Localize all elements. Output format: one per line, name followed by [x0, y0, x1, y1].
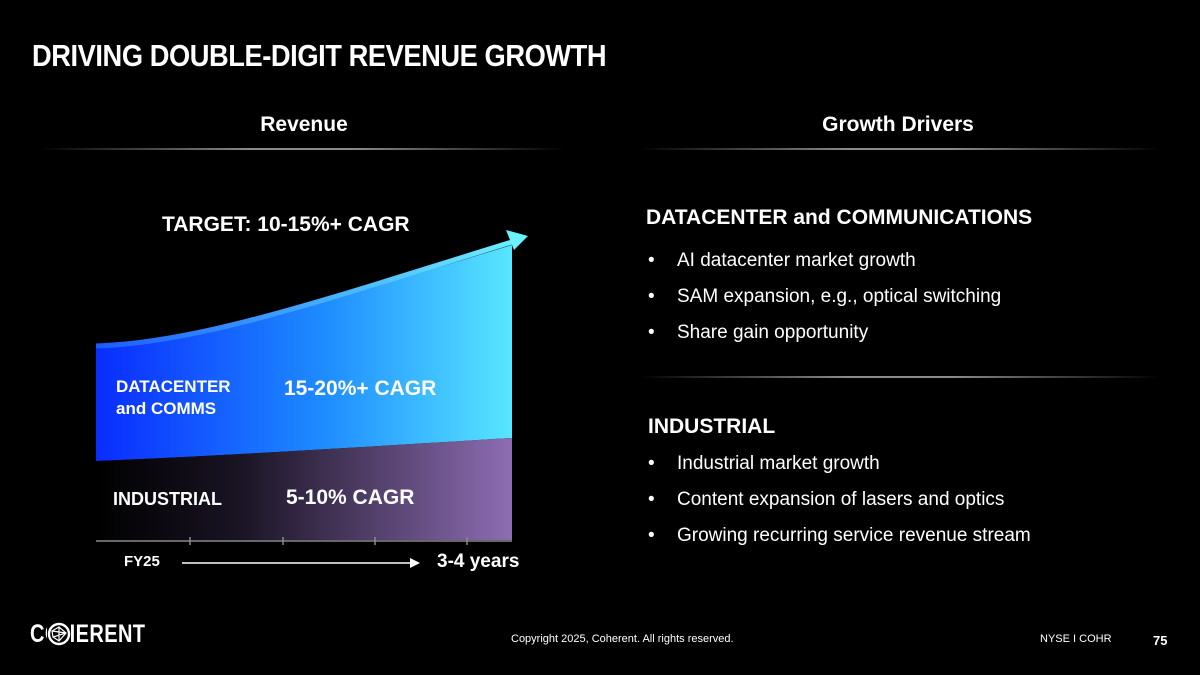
target-cagr-label: TARGET: 10-15%+ CAGR	[162, 213, 410, 236]
axis-end-label: 3-4 years	[437, 551, 520, 572]
growth-drivers-divider	[640, 148, 1160, 150]
list-item: SAM expansion, e.g., optical switching	[648, 279, 1001, 315]
slide-title: DRIVING DOUBLE-DIGIT REVENUE GROWTH	[32, 38, 607, 73]
list-item: AI datacenter market growth	[648, 243, 1001, 279]
growth-arrow-head	[506, 230, 528, 250]
datacenter-label-line1: DATACENTER	[116, 377, 231, 396]
industrial-bullets: Industrial market growth Content expansi…	[648, 446, 1031, 554]
timeline-arrow-head	[410, 558, 420, 568]
copyright-text: Copyright 2025, Coherent. All rights res…	[511, 633, 734, 645]
datacenter-label: DATACENTER and COMMS	[116, 376, 231, 420]
ticker-text: NYSE I COHR	[1040, 633, 1112, 645]
industrial-section-title: INDUSTRIAL	[648, 415, 776, 438]
list-item: Growing recurring service revenue stream	[648, 518, 1031, 554]
axis-start-label: FY25	[124, 553, 160, 570]
list-item: Content expansion of lasers and optics	[648, 482, 1031, 518]
industrial-area	[96, 438, 512, 540]
datacenter-bullets: AI datacenter market growth SAM expansio…	[648, 243, 1001, 351]
datacenter-cagr: 15-20%+ CAGR	[284, 377, 437, 400]
datacenter-area	[96, 245, 512, 461]
list-item: Share gain opportunity	[648, 315, 1001, 351]
revenue-divider	[40, 148, 565, 150]
logo-globe-icon	[47, 622, 71, 646]
list-item: Industrial market growth	[648, 446, 1031, 482]
datacenter-section-title: DATACENTER and COMMUNICATIONS	[646, 206, 1033, 229]
growth-drivers-heading: Growth Drivers	[822, 113, 974, 136]
section-divider	[640, 376, 1160, 378]
page-number: 75	[1153, 633, 1168, 648]
growth-arrow	[95, 239, 513, 349]
industrial-cagr: 5-10% CAGR	[286, 486, 415, 509]
industrial-label: INDUSTRIAL	[113, 489, 222, 509]
revenue-growth-chart	[95, 230, 528, 568]
revenue-heading: Revenue	[260, 113, 348, 136]
datacenter-label-line2: and COMMS	[116, 399, 217, 418]
